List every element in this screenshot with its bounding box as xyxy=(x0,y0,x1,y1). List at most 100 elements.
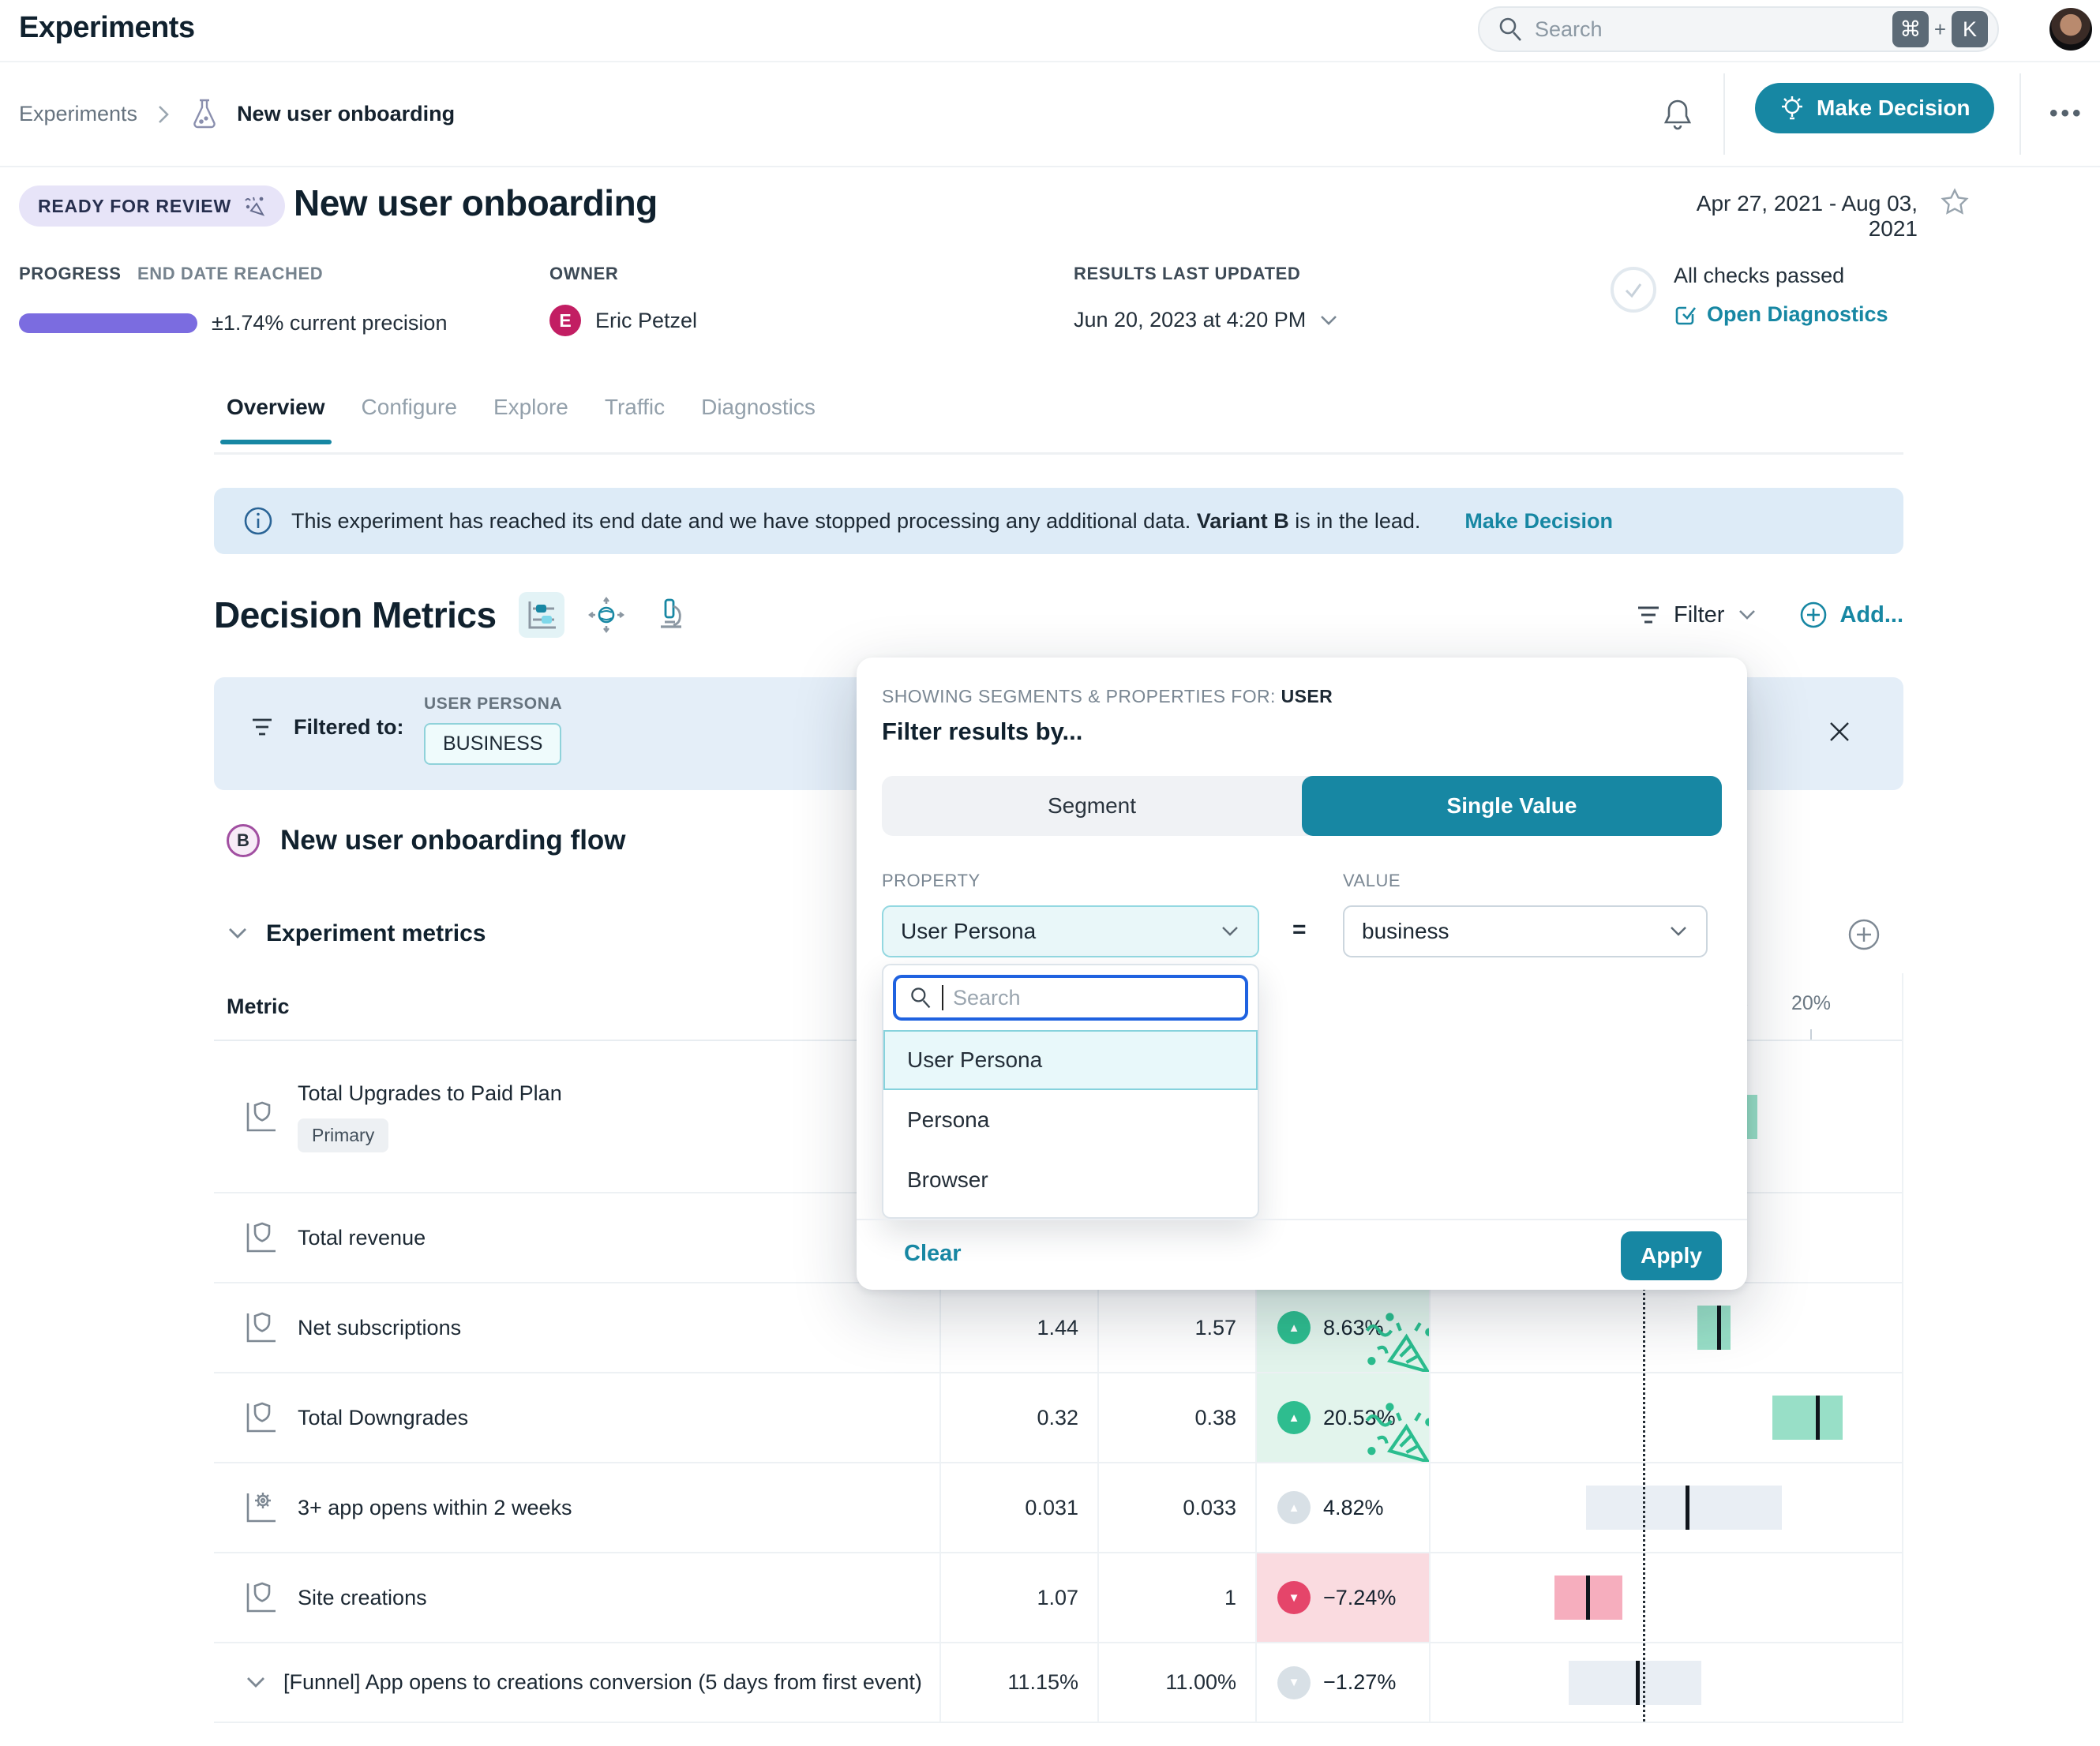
variant-badge: B xyxy=(227,824,260,857)
property-select[interactable]: User Persona xyxy=(882,905,1259,957)
equals-sign: = xyxy=(1292,916,1307,942)
ci-median xyxy=(1586,1576,1591,1620)
popover-context-label: SHOWING SEGMENTS & PROPERTIES FOR: USER xyxy=(882,686,1333,707)
lift-cell: ▲ 4.82% xyxy=(1255,1463,1429,1552)
ci-median xyxy=(1635,1660,1640,1705)
dropdown-option-country[interactable]: Country xyxy=(883,1210,1258,1217)
lift-direction-badge: ▲ xyxy=(1277,1311,1311,1344)
confetti-icon xyxy=(242,194,266,218)
notifications-bell-icon[interactable] xyxy=(1661,97,1694,133)
interval-chart-view-button[interactable] xyxy=(519,592,564,638)
flask-icon xyxy=(189,97,219,132)
segment-toggle-option[interactable]: Segment xyxy=(1047,793,1137,818)
status-label: READY FOR REVIEW xyxy=(38,195,231,216)
lift-value: −7.24% xyxy=(1323,1585,1397,1609)
treatment-value: 0.033 xyxy=(1097,1463,1255,1552)
progress-status: END DATE REACHED xyxy=(137,264,324,283)
more-menu-button[interactable]: ••• xyxy=(2049,100,2084,126)
breadcrumb-root[interactable]: Experiments xyxy=(19,102,138,126)
filtered-to-label: Filtered to: xyxy=(294,715,404,739)
table-row[interactable]: Net subscriptions 1.44 1.57 ▲ 8.63% xyxy=(214,1283,1902,1373)
chevron-down-icon xyxy=(1737,608,1757,622)
banner-suffix: is in the lead. xyxy=(1288,508,1421,533)
date-range: Apr 27, 2021 - Aug 03, 2021 xyxy=(1696,191,1918,241)
search-placeholder: Search xyxy=(1535,17,1603,41)
make-decision-button[interactable]: Make Decision xyxy=(1755,83,1994,133)
decision-metrics-title: Decision Metrics xyxy=(214,594,497,635)
metric-shield-icon xyxy=(241,1098,279,1136)
value-select[interactable]: business xyxy=(1343,905,1708,957)
dropdown-option-user-persona[interactable]: User Persona xyxy=(883,1030,1258,1090)
globe-explore-button[interactable] xyxy=(583,592,629,638)
dropdown-search-input[interactable]: Search xyxy=(893,975,1248,1021)
search-icon xyxy=(911,987,931,1009)
table-row[interactable]: [Funnel] App opens to creations conversi… xyxy=(214,1643,1902,1723)
table-row[interactable]: 3+ app opens within 2 weeks 0.031 0.033 … xyxy=(214,1463,1902,1553)
metric-name: 3+ app opens within 2 weeks xyxy=(298,1495,572,1519)
plus-circle-icon xyxy=(1798,600,1828,630)
banner-variant: Variant B xyxy=(1196,508,1289,533)
diagnostics-label: Open Diagnostics xyxy=(1707,302,1888,326)
progress-bar xyxy=(19,313,197,333)
add-metric-button[interactable]: Add... xyxy=(1798,600,1903,630)
tab-configure[interactable]: Configure xyxy=(361,395,457,419)
experiment-metrics-toggle[interactable]: Experiment metrics xyxy=(227,920,1903,947)
confetti-icon xyxy=(1359,1400,1429,1462)
owner-label: OWNER xyxy=(549,264,619,283)
chevron-down-icon xyxy=(1222,927,1238,936)
owner-name: Eric Petzel xyxy=(595,308,698,332)
table-row[interactable]: Total Upgrades to Paid Plan Primary xyxy=(214,1041,1902,1193)
lift-cell: ▼ −1.27% xyxy=(1255,1643,1429,1722)
clear-button[interactable]: Clear xyxy=(904,1241,962,1266)
variant-section-header: B New user onboarding flow xyxy=(227,824,626,857)
lift-cell: ▼ −7.24% xyxy=(1255,1553,1429,1642)
table-row[interactable]: Total Downgrades 0.32 0.38 ▲ 20.53% xyxy=(214,1373,1902,1463)
tab-diagnostics[interactable]: Diagnostics xyxy=(701,395,816,419)
user-avatar[interactable] xyxy=(2049,8,2092,51)
ci-chart-cell xyxy=(1429,1283,1903,1372)
popover-footer: Clear Apply xyxy=(857,1219,1747,1290)
tab-overview[interactable]: Overview xyxy=(220,395,332,444)
ci-median xyxy=(1815,1396,1820,1440)
decision-metrics-row: Decision Metrics Filter xyxy=(214,592,1903,644)
property-select-value: User Persona xyxy=(901,919,1037,943)
kbd-plus: + xyxy=(1933,17,1946,41)
confetti-icon xyxy=(1359,1310,1429,1372)
dropdown-option-persona[interactable]: Persona xyxy=(907,1107,990,1132)
updated-value: Jun 20, 2023 at 4:20 PM xyxy=(1074,308,1307,332)
lift-direction-badge: ▲ xyxy=(1277,1491,1311,1524)
close-icon[interactable] xyxy=(1826,718,1853,745)
banner-make-decision-link[interactable]: Make Decision xyxy=(1464,508,1613,533)
top-bar: Experiments Search ⌘ + K xyxy=(0,0,2100,61)
star-icon[interactable] xyxy=(1941,188,1969,216)
treatment-value: 0.38 xyxy=(1097,1373,1255,1462)
chevron-down-icon[interactable] xyxy=(1318,313,1339,328)
popover-title: Filter results by... xyxy=(882,718,1083,745)
ci-bar xyxy=(1568,1660,1701,1705)
open-diagnostics-link[interactable]: Open Diagnostics xyxy=(1674,302,1888,327)
metric-shield-icon xyxy=(241,1219,279,1257)
info-banner: This experiment has reached its end date… xyxy=(214,488,1903,554)
kbd-cmd: ⌘ xyxy=(1892,11,1929,47)
single-value-toggle-option[interactable]: Single Value xyxy=(1302,776,1722,836)
filter-lines-icon xyxy=(249,716,275,740)
chevron-down-icon[interactable] xyxy=(244,1674,268,1692)
lift-direction-badge: ▼ xyxy=(1277,1665,1311,1699)
add-metric-plus-icon[interactable] xyxy=(1847,917,1881,952)
ci-bar xyxy=(1585,1486,1783,1530)
lift-direction-badge: ▼ xyxy=(1277,1581,1311,1614)
tab-traffic[interactable]: Traffic xyxy=(604,395,666,419)
microscope-button[interactable] xyxy=(648,592,694,638)
table-row[interactable]: Site creations 1.07 1 ▼ −7.24% xyxy=(214,1553,1902,1643)
apply-button[interactable]: Apply xyxy=(1621,1231,1722,1280)
variant-title: New user onboarding flow xyxy=(280,825,626,856)
ci-median xyxy=(1686,1486,1690,1530)
app-title: Experiments xyxy=(19,11,195,44)
global-search[interactable]: Search ⌘ + K xyxy=(1478,6,1999,52)
chevron-down-icon xyxy=(227,926,249,942)
tab-explore[interactable]: Explore xyxy=(493,395,568,419)
dropdown-option-browser[interactable]: Browser xyxy=(907,1167,988,1192)
filter-dropdown[interactable]: Filter xyxy=(1636,602,1757,628)
filtered-value-chip[interactable]: BUSINESS xyxy=(424,723,562,765)
